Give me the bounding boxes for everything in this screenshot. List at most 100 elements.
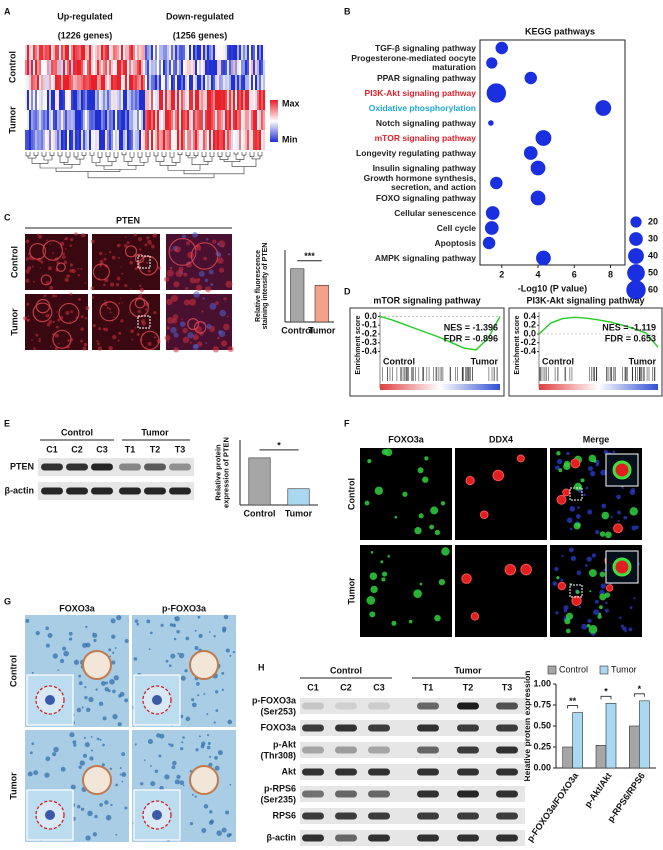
blot-strip — [300, 698, 525, 714]
heatmap-cell — [111, 60, 114, 75]
heatmap-cell — [181, 110, 184, 130]
heatmap-cell — [31, 60, 34, 75]
heatmap-cell — [65, 45, 68, 60]
heatmap-cell — [175, 90, 178, 110]
heatmap-cell — [251, 75, 254, 90]
heatmap-cell — [37, 110, 40, 130]
cell — [121, 772, 127, 777]
speckle — [97, 342, 100, 346]
x-tick-label: 2 — [499, 269, 504, 279]
speckle — [149, 243, 152, 246]
heatmap-cell — [149, 75, 152, 90]
cell — [180, 747, 184, 751]
heatmap-cell — [129, 45, 132, 60]
nucleus — [152, 695, 162, 705]
cell — [96, 737, 100, 741]
heatmap-cell — [105, 90, 108, 110]
bar — [562, 746, 573, 769]
heatmap-cell — [53, 75, 56, 90]
blot-band — [457, 768, 479, 776]
heatmap-cell — [253, 130, 256, 150]
y-tick-label: 0.4 — [523, 311, 536, 321]
heatmap-cell — [173, 110, 176, 130]
heatmap-cell — [101, 110, 104, 130]
category-label: Notch signaling pathway — [375, 117, 476, 128]
nucleus — [629, 489, 635, 496]
foxo3a-signal — [565, 612, 574, 620]
speckle — [166, 269, 174, 277]
heatmap-cell — [223, 45, 226, 60]
speckle — [58, 342, 60, 345]
blot-strip — [300, 786, 525, 802]
heatmap-cell — [255, 90, 258, 110]
foxo3a-signal — [598, 605, 603, 610]
category-label: Progesterone-mediated oocyte maturation — [351, 53, 476, 72]
cell — [73, 743, 77, 747]
heatmap-cell — [55, 75, 58, 90]
blot-band — [368, 724, 390, 732]
zoom-box — [569, 584, 583, 598]
heatmap-cell — [33, 45, 36, 60]
heatmap-cell — [219, 90, 222, 110]
size-legend-label: 40 — [648, 250, 658, 260]
dendrogram — [203, 156, 213, 162]
heatmap-cell — [91, 45, 94, 60]
plot-frame — [508, 307, 663, 397]
heatmap-cell — [207, 90, 210, 110]
blot-strip — [300, 764, 525, 780]
heatmap-cell — [77, 130, 80, 150]
bar — [314, 284, 329, 323]
blot-band — [496, 834, 518, 842]
heatmap-cell — [91, 90, 94, 110]
cell — [194, 629, 197, 632]
heatmap-cell — [231, 60, 234, 75]
speckle — [116, 276, 121, 281]
speckle — [68, 339, 70, 342]
y-tick-label: -0.1 — [361, 320, 377, 330]
nucleus — [570, 555, 577, 562]
cell — [182, 736, 185, 739]
foxo3a-signal — [593, 459, 597, 463]
blot-band — [368, 834, 390, 842]
speckle — [109, 347, 112, 350]
heatmap-cell — [189, 130, 192, 150]
speckle — [189, 341, 192, 344]
heatmap-cell — [167, 130, 170, 150]
nucleus — [581, 623, 588, 630]
speckle — [111, 255, 116, 260]
cell — [185, 716, 191, 722]
cell — [217, 750, 223, 756]
cell — [100, 681, 106, 686]
heatmap-cell — [25, 60, 28, 75]
heatmap-cell — [81, 45, 84, 60]
foxo3a-signal — [369, 611, 376, 618]
nucleus — [594, 599, 599, 604]
ddx4-signal — [479, 510, 489, 520]
heatmap-cell — [227, 90, 230, 110]
foxo3a-signal — [408, 619, 413, 624]
heatmap-cell — [223, 60, 226, 75]
row-label: Tumor — [7, 106, 17, 134]
speckle — [62, 252, 66, 256]
heatmap-cell — [195, 90, 198, 110]
heatmap-cell — [85, 45, 88, 60]
cell — [189, 822, 194, 826]
speckle — [100, 311, 102, 313]
cell — [174, 779, 180, 785]
cell — [105, 681, 109, 685]
heatmap-cell — [169, 90, 172, 110]
heatmap-cell — [145, 45, 148, 60]
speckle — [223, 323, 230, 331]
speckle — [181, 234, 187, 239]
heatmap-cell — [97, 75, 100, 90]
bubble — [484, 221, 499, 235]
blot-band — [496, 790, 518, 798]
x-tick-label: Tumor — [308, 325, 336, 335]
heatmap-cell — [133, 45, 136, 60]
heatmap-cell — [183, 45, 186, 60]
x-axis-label: -Log10 (P value) — [518, 283, 587, 293]
foxo3a-signal — [556, 451, 561, 456]
category-label: Insulin signaling pathway — [372, 162, 476, 173]
speckle — [31, 265, 34, 268]
heatmap-cell — [35, 110, 38, 130]
